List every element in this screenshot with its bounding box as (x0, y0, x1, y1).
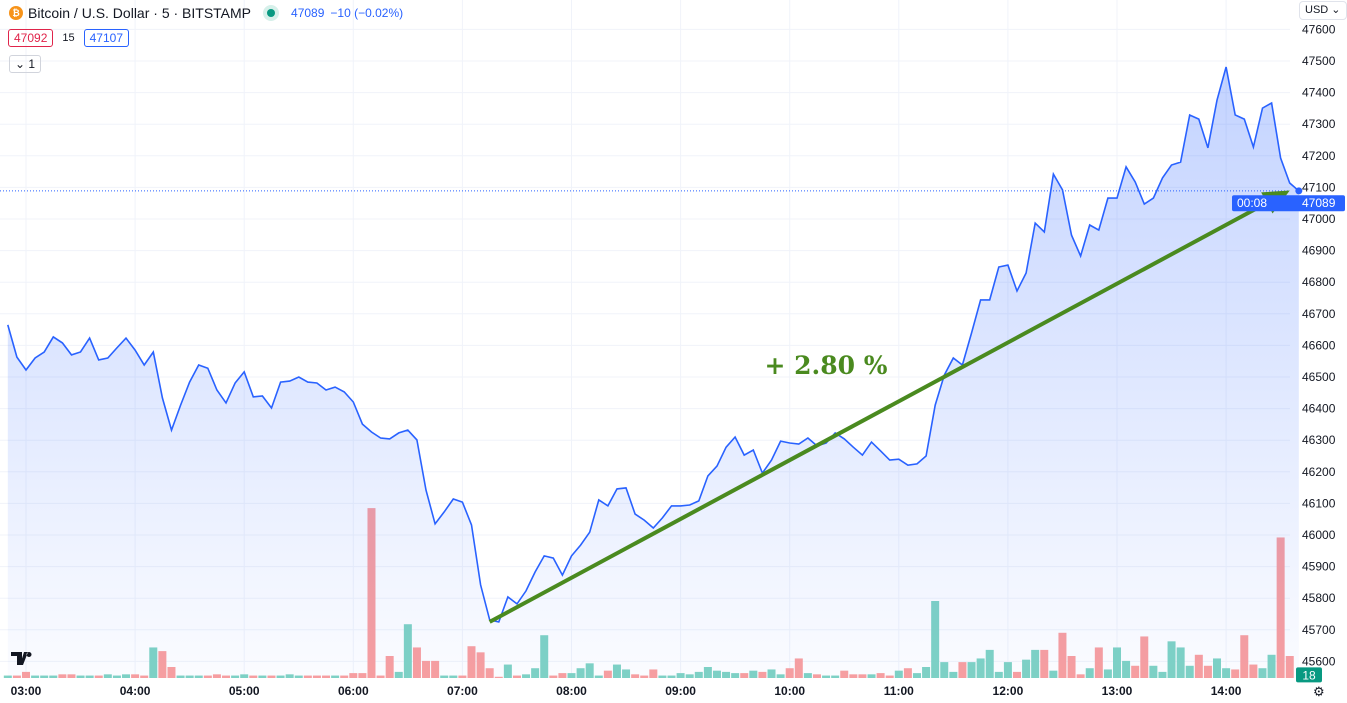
chevron-down-icon: ⌄ (15, 57, 29, 71)
y-tick-label: 45800 (1302, 591, 1336, 605)
x-tick-label: 06:00 (338, 684, 369, 698)
y-tick-label: 46300 (1302, 433, 1336, 447)
x-tick-label: 03:00 (11, 684, 42, 698)
y-tick-label: 46800 (1302, 275, 1336, 289)
y-tick-label: 46500 (1302, 370, 1336, 384)
last-price-label: 47089 (1302, 196, 1336, 210)
y-tick-label: 46000 (1302, 528, 1336, 542)
x-tick-label: 08:00 (556, 684, 587, 698)
last-volume-label: 18 (1302, 668, 1316, 682)
last-price: 47089 (291, 6, 325, 20)
spread: 15 (62, 32, 75, 44)
x-tick-label: 14:00 (1211, 684, 1242, 698)
volume-badge (1296, 667, 1322, 683)
price-area (7, 67, 1299, 678)
annotation-label: + 2.80 % (765, 351, 888, 380)
x-tick-label: 12:00 (993, 684, 1024, 698)
market-open-icon (267, 9, 276, 17)
y-tick-label: 47600 (1302, 22, 1336, 36)
y-tick-label: 45700 (1302, 623, 1336, 637)
y-tick-label: 46900 (1302, 244, 1336, 258)
y-tick-label: 47500 (1302, 54, 1336, 68)
bitcoin-icon: ₿ (9, 6, 23, 20)
y-tick-label: 47300 (1302, 117, 1336, 131)
bid-ask: 47092 15 47107 (8, 29, 129, 47)
indicator-count: 1 (28, 57, 36, 71)
price-line (7, 66, 1300, 623)
settings-icon[interactable]: ⚙ (1313, 684, 1325, 699)
x-tick-label: 10:00 (774, 684, 805, 698)
y-tick-label: 47000 (1302, 212, 1336, 226)
x-tick-label: 13:00 (1102, 684, 1133, 698)
y-tick-label: 47400 (1302, 86, 1336, 100)
x-tick-label: 07:00 (447, 684, 478, 698)
legend-header: ₿ Bitcoin / U.S. Dollar · 5 · BITSTAMP 4… (9, 5, 403, 21)
y-tick-label: 47200 (1302, 149, 1336, 163)
bid-button[interactable]: 47092 (8, 29, 54, 47)
y-tick-label: 47100 (1302, 180, 1336, 194)
y-tick-label: 46700 (1302, 307, 1336, 321)
chevron-down-icon: ⌄ (1331, 4, 1341, 16)
ask-button[interactable]: 47107 (83, 29, 129, 47)
y-tick-label: 45600 (1302, 654, 1336, 668)
currency-label: USD (1305, 4, 1329, 16)
indicators-toggle[interactable]: ⌄ 1 (9, 55, 42, 73)
last-price-dot (1295, 187, 1303, 195)
x-tick-label: 04:00 (120, 684, 151, 698)
currency-select[interactable]: USD ⌄ (1299, 1, 1347, 20)
y-tick-label: 46600 (1302, 338, 1336, 352)
y-tick-label: 45900 (1302, 560, 1336, 574)
last-price-badge (1232, 195, 1345, 212)
y-tick-label: 46400 (1302, 402, 1336, 416)
symbol-title[interactable]: Bitcoin / U.S. Dollar · 5 · BITSTAMP (28, 5, 252, 21)
y-tick-label: 46100 (1302, 496, 1336, 510)
x-tick-label: 05:00 (229, 684, 260, 698)
tradingview-logo-icon (11, 652, 32, 665)
x-tick-label: 09:00 (665, 684, 696, 698)
x-tick-label: 11:00 (884, 684, 914, 698)
trend-arrow-line (488, 201, 1268, 624)
price-change: −10 (−0.02%) (330, 6, 404, 20)
y-tick-label: 46200 (1302, 465, 1336, 479)
countdown-label: 00:08 (1237, 196, 1267, 210)
